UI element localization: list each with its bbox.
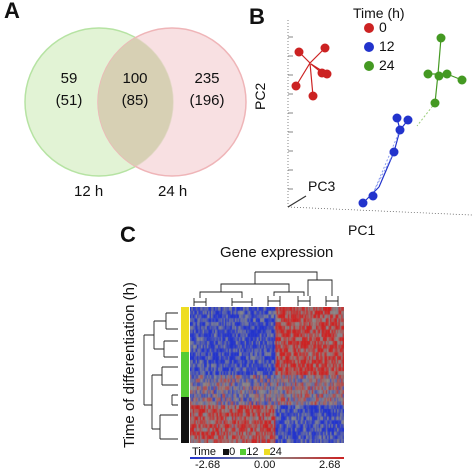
row-dendrogram [143,312,178,440]
time-key-swatch-24 [263,449,270,455]
legend-dot-24 [364,61,374,71]
legend-dot-12 [364,42,374,52]
venn-right-only: 235 (196) [177,68,237,112]
venn-overlap [98,28,173,176]
venn-overlap-sub: (85) [121,92,149,109]
pca-legend-label-12: 12 [379,38,395,54]
color-scale-bar [190,457,344,459]
pca-y-label: PC2 [252,82,268,110]
panel-c-label: C [120,222,136,247]
scale-mid: 0.00 [254,459,276,471]
row-group-12 [181,352,189,397]
pca-point [442,69,452,79]
pca-plot [287,18,473,216]
pca-z-label: PC3 [308,178,336,194]
row-group-24 [181,307,189,352]
pca-group-0 [291,43,332,101]
scale-max: 2.68 [319,459,341,471]
legend-dot-0 [364,23,374,33]
venn-right-sub: (196) [189,92,225,109]
venn-overlap-values: 100 (85) [107,68,163,112]
column-dendrogram [193,271,339,306]
venn-left-count: 59 [60,70,78,87]
pca-axis-ticks [288,36,293,190]
time-key: Time 0 12 24 [192,446,282,458]
pca-point [392,113,402,123]
venn-label-24h: 24 h [158,183,188,200]
pca-point [358,198,368,208]
pca-axes [287,18,473,216]
pca-group-12 [358,113,413,208]
venn-right-count: 235 [194,70,220,87]
pca-point [423,69,433,79]
time-key-swatch-12 [240,449,247,455]
pca-point [294,47,304,57]
row-group-0 [181,397,189,443]
venn-left-only: 59 (51) [41,68,97,112]
panel-a-label: A [4,0,20,23]
pca-legend-label-0: 0 [379,19,387,35]
pca-legend-label-24: 24 [379,57,395,73]
time-key-label-12: 12 [246,446,259,458]
pca-point [368,191,378,201]
pca-point [434,71,444,81]
pca-legend-title: Time (h) [353,5,405,21]
heatmap-grid [190,307,344,443]
venn-label-12h: 12 h [74,183,104,200]
pca-point [395,125,405,135]
time-key-label-24: 24 [269,446,282,458]
pca-point [308,91,318,101]
pca-point [457,75,467,85]
time-key-label-0: 0 [229,446,236,458]
venn-diagram [24,27,247,177]
heatmap-y-label: Time of differentiation (h) [121,282,138,448]
time-key-label: Time [192,446,217,458]
venn-overlap-count: 100 [122,70,148,87]
pca-group-24 [416,33,467,127]
pca-x-label: PC1 [348,222,376,238]
scale-min: -2.68 [195,459,221,471]
pca-point [322,69,332,79]
venn-left-sub: (51) [55,92,83,109]
row-time-bar [181,307,189,443]
pca-point [320,43,330,53]
panel-b-label: B [249,4,265,29]
heatmap-title: Gene expression [220,244,334,261]
pca-point [436,33,446,43]
pca-point [389,147,399,157]
time-key-swatch-0 [223,449,230,455]
pca-point [430,98,440,108]
pca-point [291,81,301,91]
pca-point [403,115,413,125]
